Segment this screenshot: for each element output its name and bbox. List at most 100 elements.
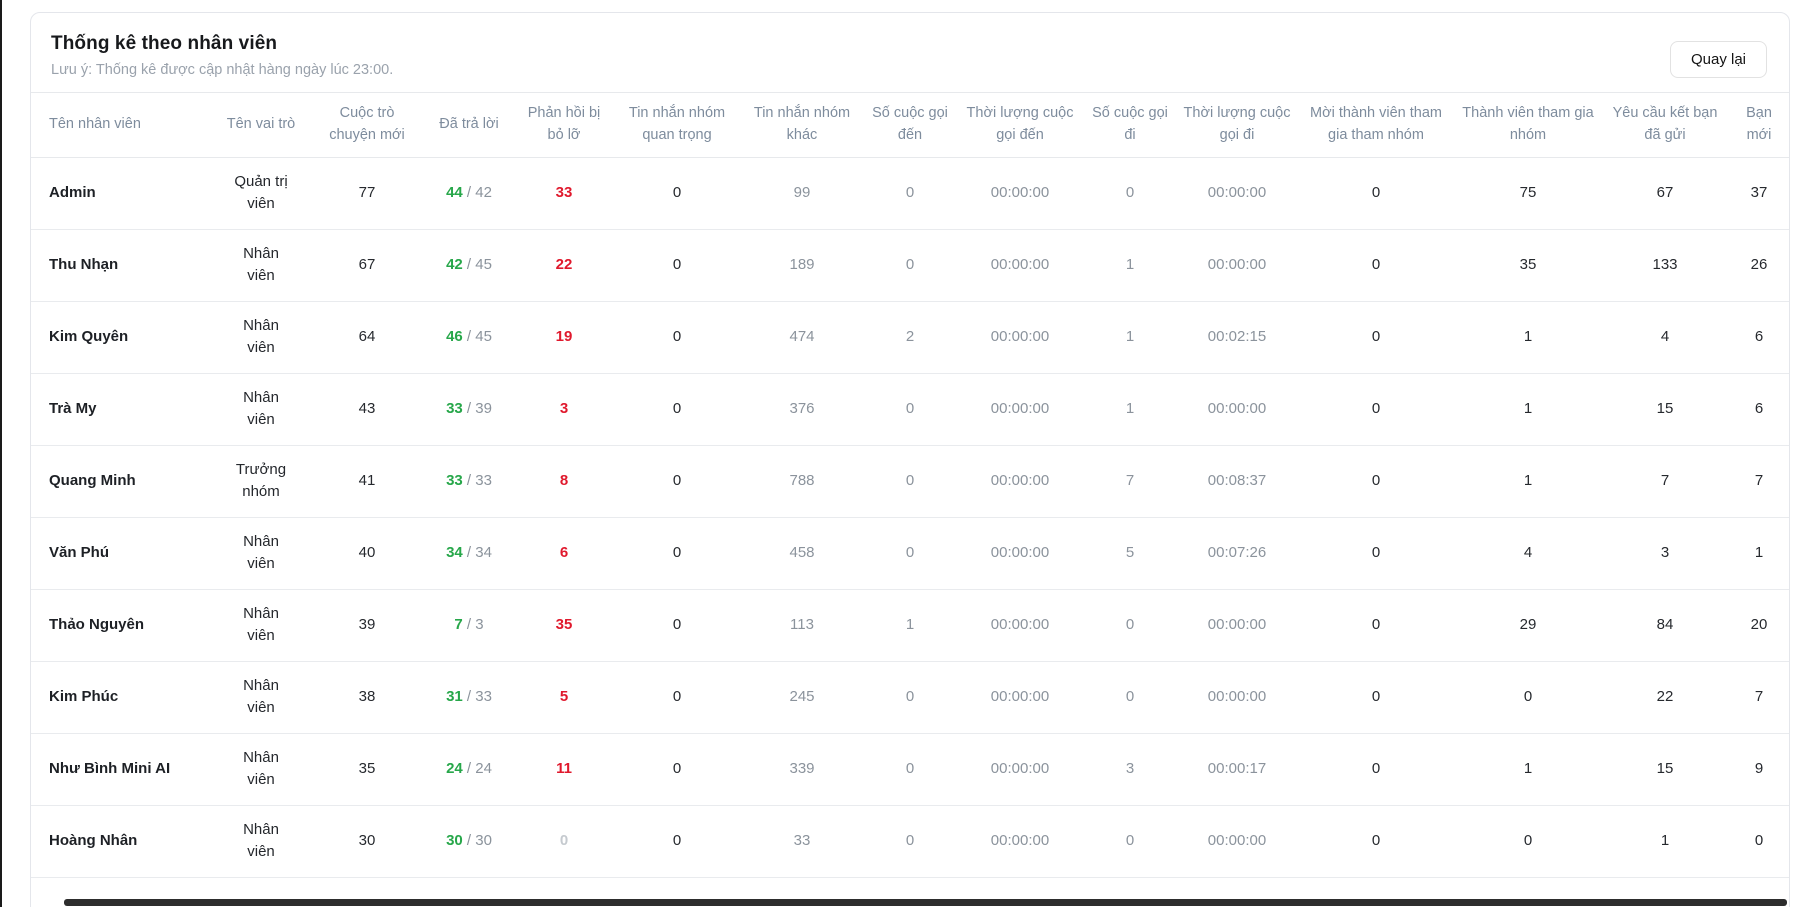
cell-outgoing_call_duration: 00:08:37 xyxy=(1177,445,1297,518)
cell-role: Nhân viên xyxy=(211,517,311,590)
answered-total: / 42 xyxy=(462,184,492,202)
cell-friend_requests_sent: 7 xyxy=(1601,445,1729,518)
cell-missed: 35 xyxy=(515,589,613,662)
back-button[interactable]: Quay lại xyxy=(1669,41,1767,78)
cell-important_group_messages: 0 xyxy=(613,301,741,374)
answered-total: / 45 xyxy=(462,328,492,346)
cell-missed: 11 xyxy=(515,733,613,806)
cell-friend_requests_sent: 4 xyxy=(1601,301,1729,374)
cell-invited_members: 0 xyxy=(1297,229,1455,302)
column-header-new_conversations: Cuộc trò chuyện mới xyxy=(311,92,423,158)
cell-outgoing_call_duration: 00:00:00 xyxy=(1177,805,1297,878)
answered-total: / 45 xyxy=(462,256,492,274)
answered-total: / 33 xyxy=(462,688,492,706)
table-row: Kim Phúc Nhân viên 38 31 / 33 5 0 245 0 00:00:00… xyxy=(31,661,1789,734)
page-title: Thống kê theo nhân viên xyxy=(51,33,278,54)
cell-friend_requests_sent: 133 xyxy=(1601,229,1729,302)
answered-count: 24 xyxy=(446,760,463,778)
cell-new_friends: 1 xyxy=(1729,517,1789,590)
column-header-invited_members: Mời thành viên tham gia tham nhóm xyxy=(1297,92,1455,158)
cell-incoming_call_duration: 00:00:00 xyxy=(957,805,1083,878)
cell-members_joined: 1 xyxy=(1455,373,1601,446)
cell-missed: 0 xyxy=(515,805,613,878)
cell-other_group_messages: 245 xyxy=(741,661,863,734)
cell-incoming_call_duration: 00:00:00 xyxy=(957,661,1083,734)
cell-outgoing_calls: 0 xyxy=(1083,157,1177,230)
cell-incoming_call_duration: 00:00:00 xyxy=(957,733,1083,806)
cell-outgoing_call_duration: 00:00:00 xyxy=(1177,229,1297,302)
cell-new_conversations: 43 xyxy=(311,373,423,446)
cell-outgoing_call_duration: 00:00:17 xyxy=(1177,733,1297,806)
missed-count: 3 xyxy=(559,400,569,418)
cell-outgoing_calls: 1 xyxy=(1083,373,1177,446)
cell-friend_requests_sent: 22 xyxy=(1601,661,1729,734)
cell-incoming_calls: 0 xyxy=(863,733,957,806)
cell-invited_members: 0 xyxy=(1297,157,1455,230)
cell-name: Kim Quyên xyxy=(31,301,211,374)
cell-incoming_call_duration: 00:00:00 xyxy=(957,373,1083,446)
answered-count: 33 xyxy=(446,472,463,490)
cell-role: Trưởng nhóm xyxy=(211,445,311,518)
cell-new_friends: 9 xyxy=(1729,733,1789,806)
cell-incoming_call_duration: 00:00:00 xyxy=(957,445,1083,518)
cell-important_group_messages: 0 xyxy=(613,733,741,806)
cell-members_joined: 1 xyxy=(1455,301,1601,374)
cell-role: Nhân viên xyxy=(211,805,311,878)
cell-outgoing_calls: 0 xyxy=(1083,661,1177,734)
cell-invited_members: 0 xyxy=(1297,661,1455,734)
cell-friend_requests_sent: 84 xyxy=(1601,589,1729,662)
answered-total: / 39 xyxy=(462,400,492,418)
update-note: Lưu ý: Thống kê được cập nhật hàng ngày … xyxy=(51,62,394,78)
cell-other_group_messages: 33 xyxy=(741,805,863,878)
cell-new_conversations: 39 xyxy=(311,589,423,662)
cell-answered: 31 / 33 xyxy=(423,661,515,734)
cell-incoming_call_duration: 00:00:00 xyxy=(957,157,1083,230)
cell-invited_members: 0 xyxy=(1297,373,1455,446)
cell-outgoing_call_duration: 00:00:00 xyxy=(1177,373,1297,446)
missed-count: 33 xyxy=(555,184,573,202)
cell-incoming_calls: 2 xyxy=(863,301,957,374)
answered-count: 31 xyxy=(446,688,463,706)
answered-total: / 30 xyxy=(462,832,492,850)
cell-invited_members: 0 xyxy=(1297,517,1455,590)
cell-missed: 5 xyxy=(515,661,613,734)
cell-name: Thảo Nguyên xyxy=(31,589,211,662)
table-row: Văn Phú Nhân viên 40 34 / 34 6 0 458 0 00:00:00 5… xyxy=(31,517,1789,590)
cell-new_friends: 6 xyxy=(1729,301,1789,374)
cell-name: Như Bình Mini AI xyxy=(31,733,211,806)
cell-other_group_messages: 458 xyxy=(741,517,863,590)
cell-answered: 44 / 42 xyxy=(423,157,515,230)
answered-total: / 33 xyxy=(462,472,492,490)
answered-count: 33 xyxy=(446,400,463,418)
cell-invited_members: 0 xyxy=(1297,733,1455,806)
cell-answered: 46 / 45 xyxy=(423,301,515,374)
cell-new_friends: 37 xyxy=(1729,157,1789,230)
cell-new_conversations: 35 xyxy=(311,733,423,806)
cell-role: Nhân viên xyxy=(211,301,311,374)
employee-statistics-table: Tên nhân viên Tên vai trò Cuộc trò chuyện … xyxy=(31,92,1789,878)
cell-missed: 19 xyxy=(515,301,613,374)
cell-important_group_messages: 0 xyxy=(613,229,741,302)
missed-count: 11 xyxy=(556,760,572,778)
cell-new_conversations: 38 xyxy=(311,661,423,734)
cell-other_group_messages: 788 xyxy=(741,445,863,518)
cell-new_conversations: 77 xyxy=(311,157,423,230)
cell-incoming_calls: 0 xyxy=(863,445,957,518)
horizontal-scrollbar-thumb[interactable] xyxy=(64,899,1787,906)
missed-count: 19 xyxy=(555,328,573,346)
cell-incoming_calls: 0 xyxy=(863,229,957,302)
answered-count: 42 xyxy=(446,256,463,274)
cell-members_joined: 1 xyxy=(1455,733,1601,806)
cell-answered: 34 / 34 xyxy=(423,517,515,590)
cell-members_joined: 4 xyxy=(1455,517,1601,590)
cell-role: Quản trị viên xyxy=(211,157,311,230)
cell-friend_requests_sent: 1 xyxy=(1601,805,1729,878)
answered-count: 34 xyxy=(446,544,463,562)
answered-count: 30 xyxy=(446,832,463,850)
cell-incoming_call_duration: 00:00:00 xyxy=(957,301,1083,374)
cell-role: Nhân viên xyxy=(211,733,311,806)
title-block: Thống kê theo nhân viên Lưu ý: Thống kê … xyxy=(51,33,393,78)
cell-new_friends: 26 xyxy=(1729,229,1789,302)
cell-members_joined: 1 xyxy=(1455,445,1601,518)
answered-count: 46 xyxy=(446,328,463,346)
